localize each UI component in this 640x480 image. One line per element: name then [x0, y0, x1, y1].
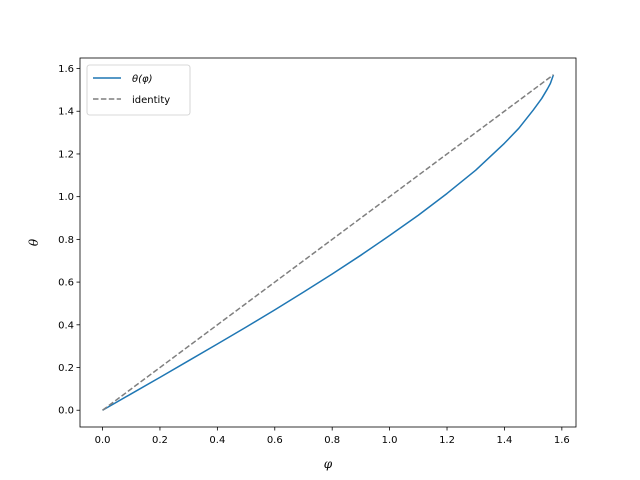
x-axis-ticks: 0.0 0.2 0.4 0.6 0.8 1.0 1.2 1.4 1.6 [95, 427, 570, 446]
y-tick-label: 1.4 [58, 107, 74, 118]
x-tick-label: 1.6 [554, 435, 570, 446]
y-tick-label: 0.6 [58, 278, 74, 289]
x-tick-label: 1.0 [382, 435, 398, 446]
series-layer [102, 74, 555, 411]
x-tick-label: 1.4 [496, 435, 512, 446]
legend-label: θ(φ) [132, 74, 153, 85]
series-line-theta [102, 74, 555, 411]
y-tick-label: 1.2 [58, 149, 74, 160]
x-axis-label: φ [324, 457, 333, 471]
series-line-identity [102, 74, 554, 411]
x-tick-label: 0.6 [267, 435, 283, 446]
legend-label: identity [132, 95, 170, 106]
y-tick-label: 1.0 [58, 192, 74, 203]
y-tick-label: 1.6 [58, 64, 74, 75]
x-tick-label: 0.4 [209, 435, 225, 446]
y-tick-label: 0.8 [58, 235, 74, 246]
x-tick-label: 0.8 [324, 435, 340, 446]
y-tick-label: 0.4 [58, 320, 74, 331]
axes-frame [79, 57, 577, 428]
x-tick-label: 1.2 [439, 435, 455, 446]
x-tick-label: 0.0 [95, 435, 111, 446]
legend: θ(φ) identity [86, 64, 191, 116]
legend-box [86, 64, 191, 116]
y-tick-label: 0.2 [58, 363, 74, 374]
x-tick-label: 0.2 [152, 435, 168, 446]
y-axis-label: θ [27, 238, 41, 246]
y-axis-ticks: 0.0 0.2 0.4 0.6 0.8 1.0 1.2 1.4 1.6 [58, 64, 80, 417]
y-tick-label: 0.0 [58, 406, 74, 417]
